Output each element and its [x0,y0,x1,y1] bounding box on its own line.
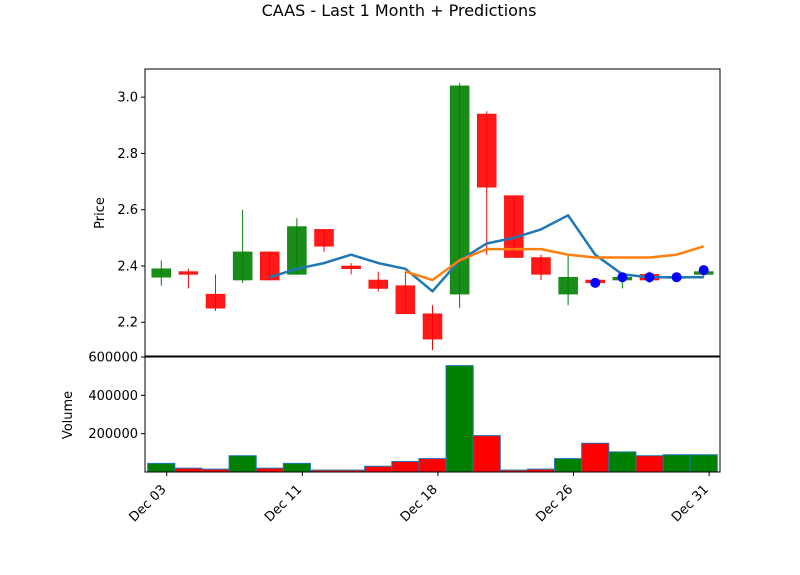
volume-bar [581,442,610,473]
candle-body [232,251,253,281]
price-y-tick-label: 2.6 [117,203,138,218]
volume-bar [608,451,637,473]
prediction-point [617,272,628,283]
price-candles [151,83,714,351]
volume-bar [391,460,420,473]
x-tick-label: Dec 03 [127,482,170,525]
price-y-tick-label: 3.0 [117,91,138,106]
price-y-tick-label: 2.4 [117,259,138,274]
prediction-point [644,272,655,283]
candle-body [477,113,497,188]
volume-bar [364,465,393,473]
candle-body [205,293,226,309]
volume-panel: 200000 400000 600000 Volume [61,351,721,473]
x-axis: Dec 03 Dec 11 Dec 18 Dec 26 Dec 31 [127,472,712,525]
candle-body [449,85,470,295]
prediction-points [590,265,709,288]
volume-bar [662,454,691,473]
volume-bar [635,455,664,473]
volume-bar [228,455,257,473]
candle-body [314,229,334,247]
x-tick-label: Dec 31 [669,482,712,525]
price-panel: 2.2 2.4 2.6 2.8 3.0 Price [93,68,721,357]
volume-y-tick-label: 600000 [88,351,138,366]
price-y-axis: 2.2 2.4 2.6 2.8 3.0 [117,91,145,331]
volume-bar [418,458,447,473]
volume-y-tick-label: 200000 [88,427,138,442]
prediction-point [671,272,682,283]
prediction-point [698,265,709,276]
x-tick-label: Dec 26 [533,482,576,525]
volume-y-axis: 200000 400000 600000 [88,351,145,442]
price-axes-frame [144,68,721,357]
volume-bars [147,365,718,473]
candle-body [287,226,307,275]
candle-body [531,257,551,275]
series-line [269,214,704,293]
candle-body [178,271,199,275]
volume-bar [147,462,176,473]
x-tick-label: Dec 11 [262,482,305,525]
volume-bar [174,467,203,473]
price-y-tick-label: 2.2 [117,316,138,331]
volume-bar [255,467,284,473]
x-tick-label: Dec 18 [398,482,441,525]
candle-body [504,195,524,258]
volume-bar [554,458,583,473]
candle-body [368,279,388,289]
candle-body [151,268,172,278]
prediction-lines [269,214,705,293]
candle-body [260,251,280,281]
prediction-point [590,277,601,288]
series-line [405,245,705,282]
volume-y-tick-label: 400000 [88,389,138,404]
chart-title: CAAS - Last 1 Month + Predictions [262,1,537,20]
volume-bar [689,454,718,473]
volume-axis-label: Volume [61,391,76,439]
candle-body [395,285,416,315]
price-y-tick-label: 2.8 [117,147,138,162]
volume-bar [445,365,474,473]
candle-body [341,265,361,270]
price-axis-label: Price [93,197,108,229]
candle-body [422,313,443,340]
volume-bar [472,435,501,473]
volume-axes-frame [144,356,721,473]
candle-body [558,276,578,295]
volume-bar [282,462,311,473]
